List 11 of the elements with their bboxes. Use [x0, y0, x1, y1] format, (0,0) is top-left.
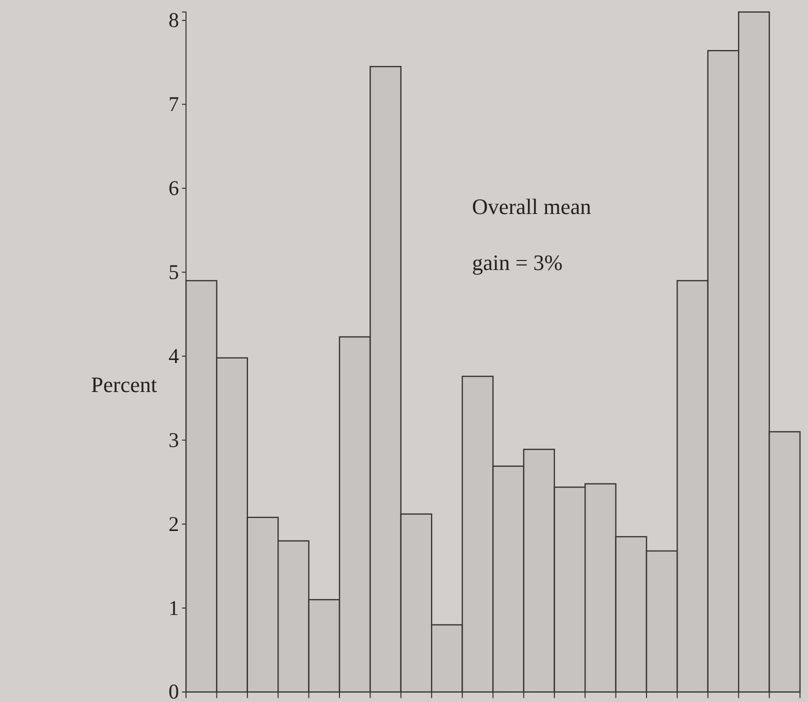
y-tick-label: 1 — [168, 596, 179, 620]
y-tick-label: 8 — [168, 8, 179, 32]
y-tick-label: 2 — [168, 512, 179, 536]
text: Overall mean gain = 3% — [472, 194, 592, 275]
y-axis-title: Percent — [91, 372, 157, 397]
y-tick-label: 6 — [168, 176, 179, 200]
y-tick-label: 4 — [168, 344, 180, 368]
y-tick-label: 3 — [168, 428, 179, 452]
y-tick-label: 5 — [168, 260, 179, 284]
y-tick-label: 7 — [168, 92, 179, 116]
y-tick-label: 0 — [168, 680, 179, 702]
